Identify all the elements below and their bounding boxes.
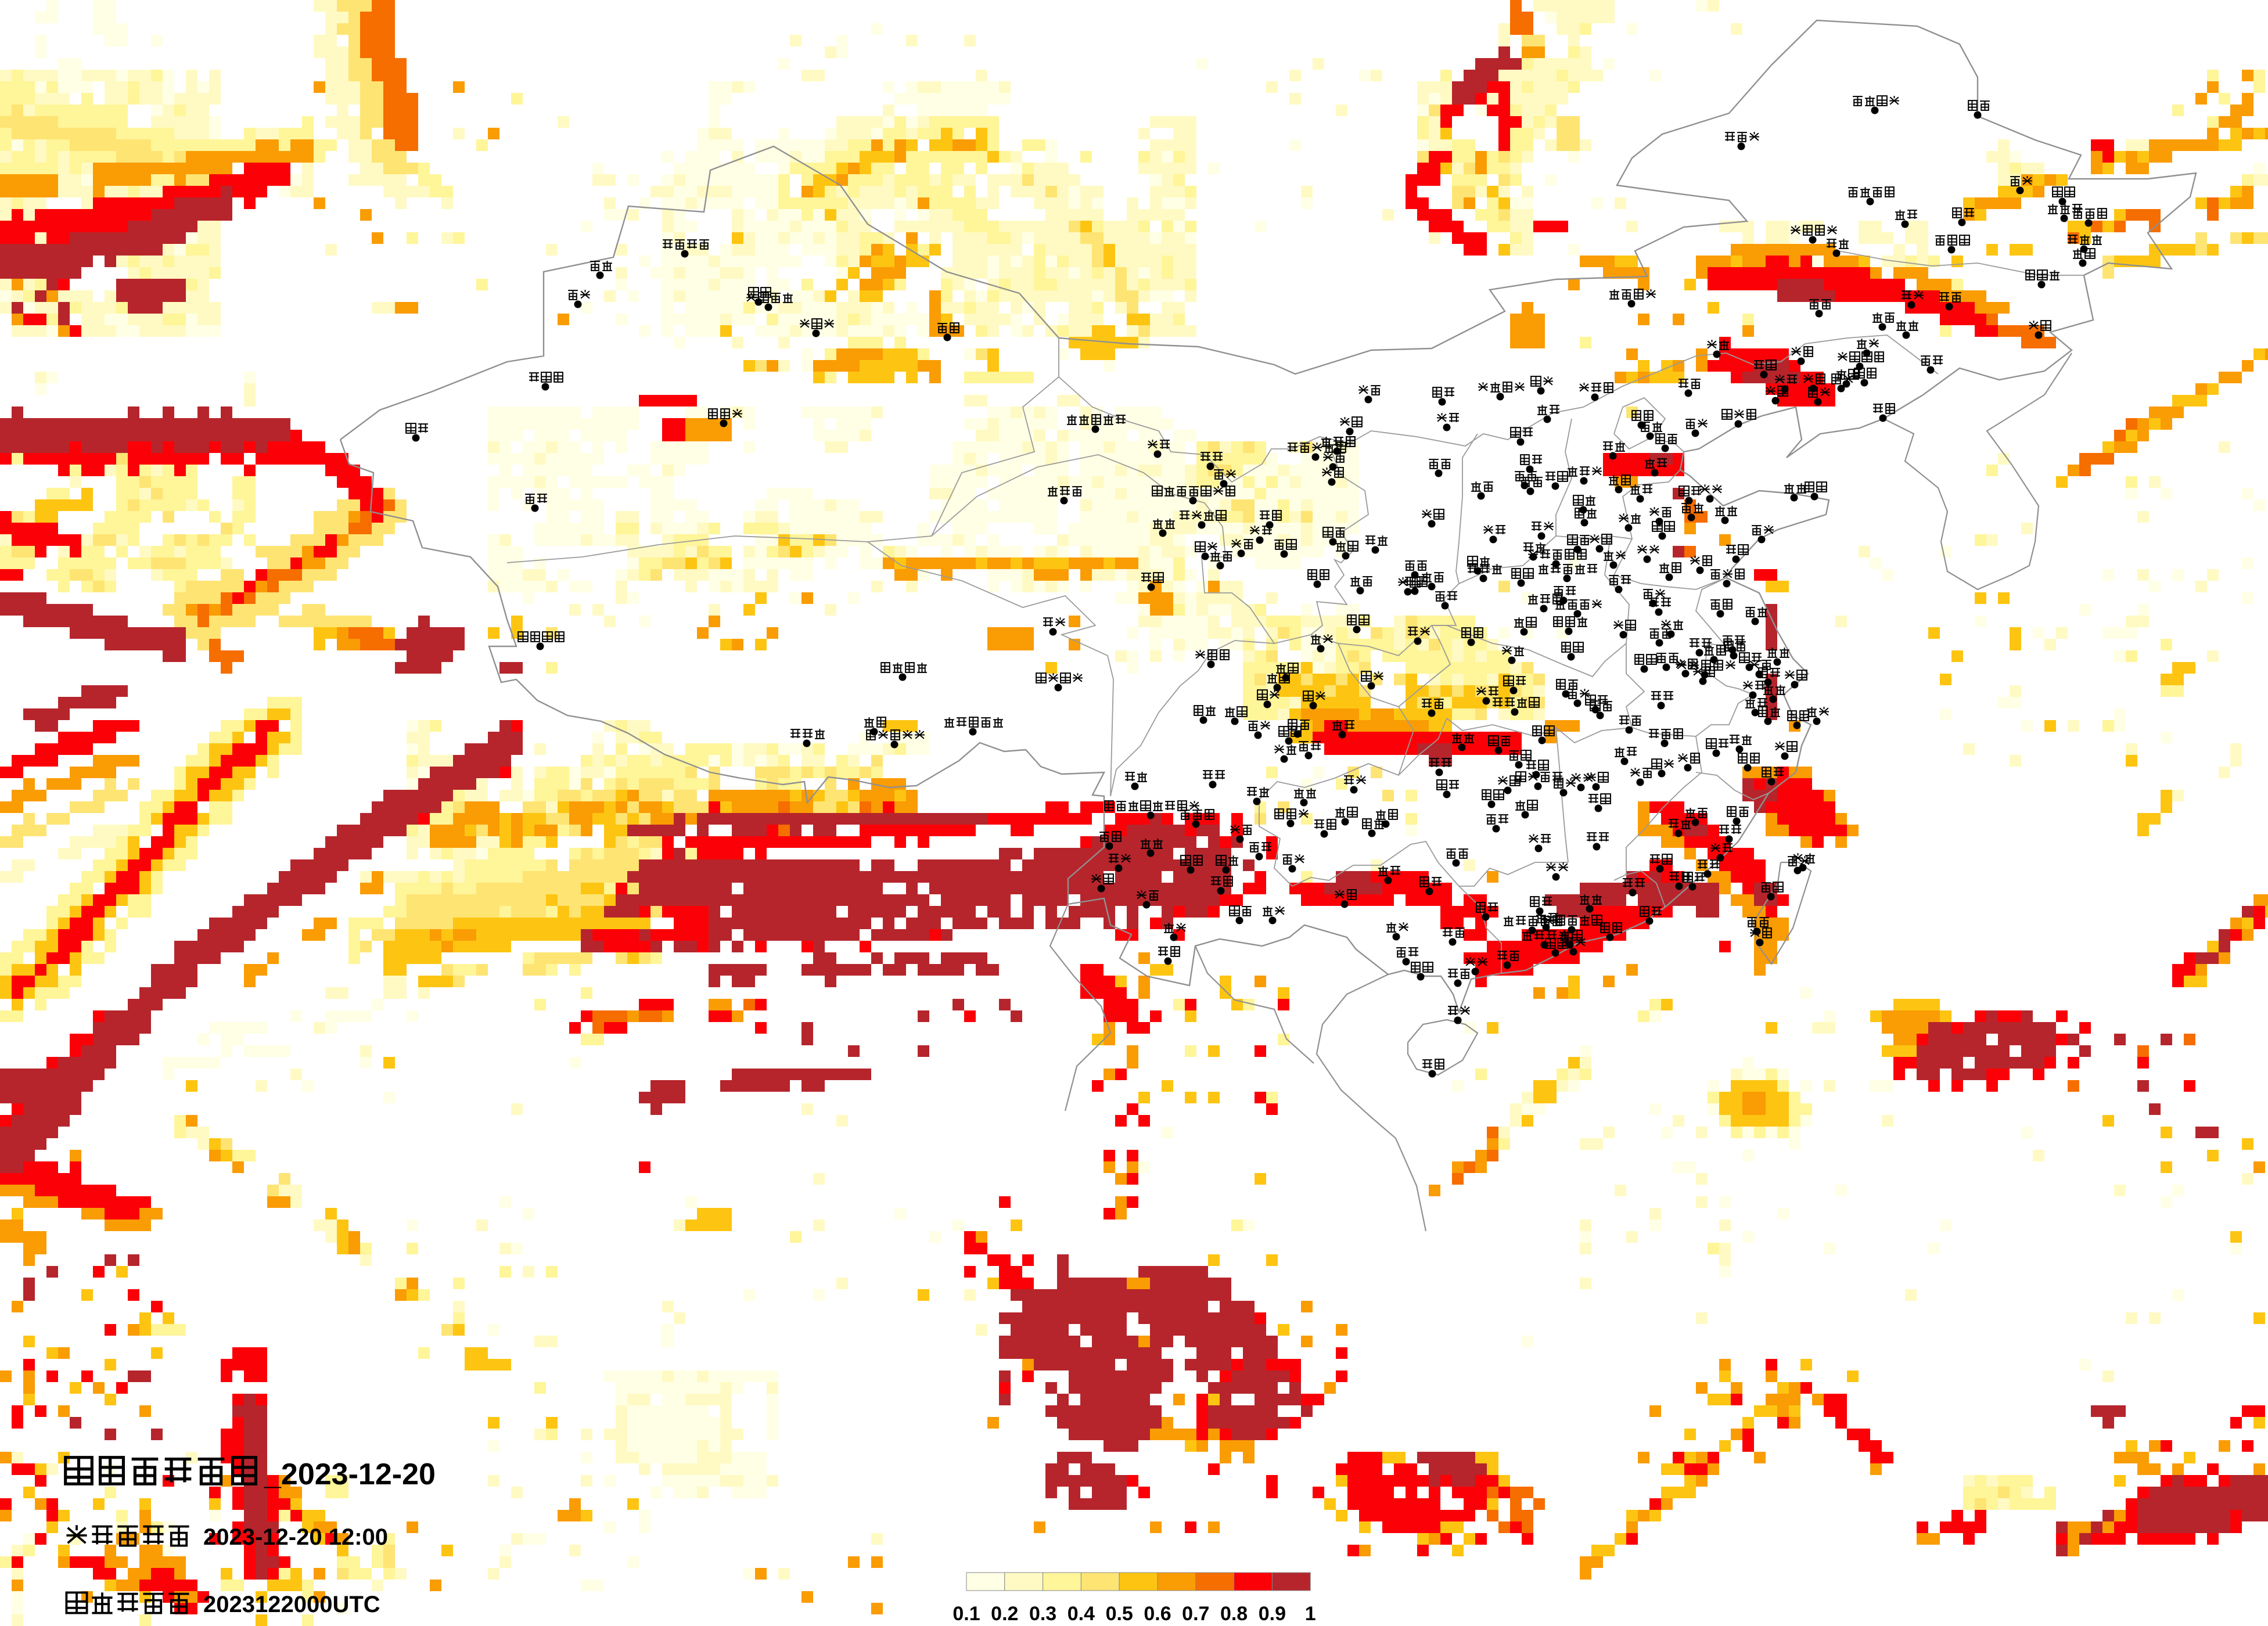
svg-text:0.8: 0.8 bbox=[1220, 1603, 1248, 1625]
svg-text:1: 1 bbox=[1305, 1603, 1316, 1625]
svg-text:0.7: 0.7 bbox=[1182, 1603, 1209, 1625]
svg-text:0.1: 0.1 bbox=[953, 1603, 980, 1625]
svg-text:0.9: 0.9 bbox=[1259, 1603, 1286, 1625]
svg-text:0.3: 0.3 bbox=[1029, 1603, 1056, 1625]
svg-text:0.5: 0.5 bbox=[1106, 1603, 1133, 1625]
svg-text:0.4: 0.4 bbox=[1067, 1603, 1095, 1625]
svg-text:2023-12-20 12:00: 2023-12-20 12:00 bbox=[203, 1524, 388, 1550]
svg-text:_2023-12-20: _2023-12-20 bbox=[264, 1458, 436, 1491]
svg-text:2023122000UTC: 2023122000UTC bbox=[203, 1592, 380, 1617]
svg-text:0.6: 0.6 bbox=[1144, 1603, 1171, 1625]
svg-text:0.2: 0.2 bbox=[991, 1603, 1018, 1625]
